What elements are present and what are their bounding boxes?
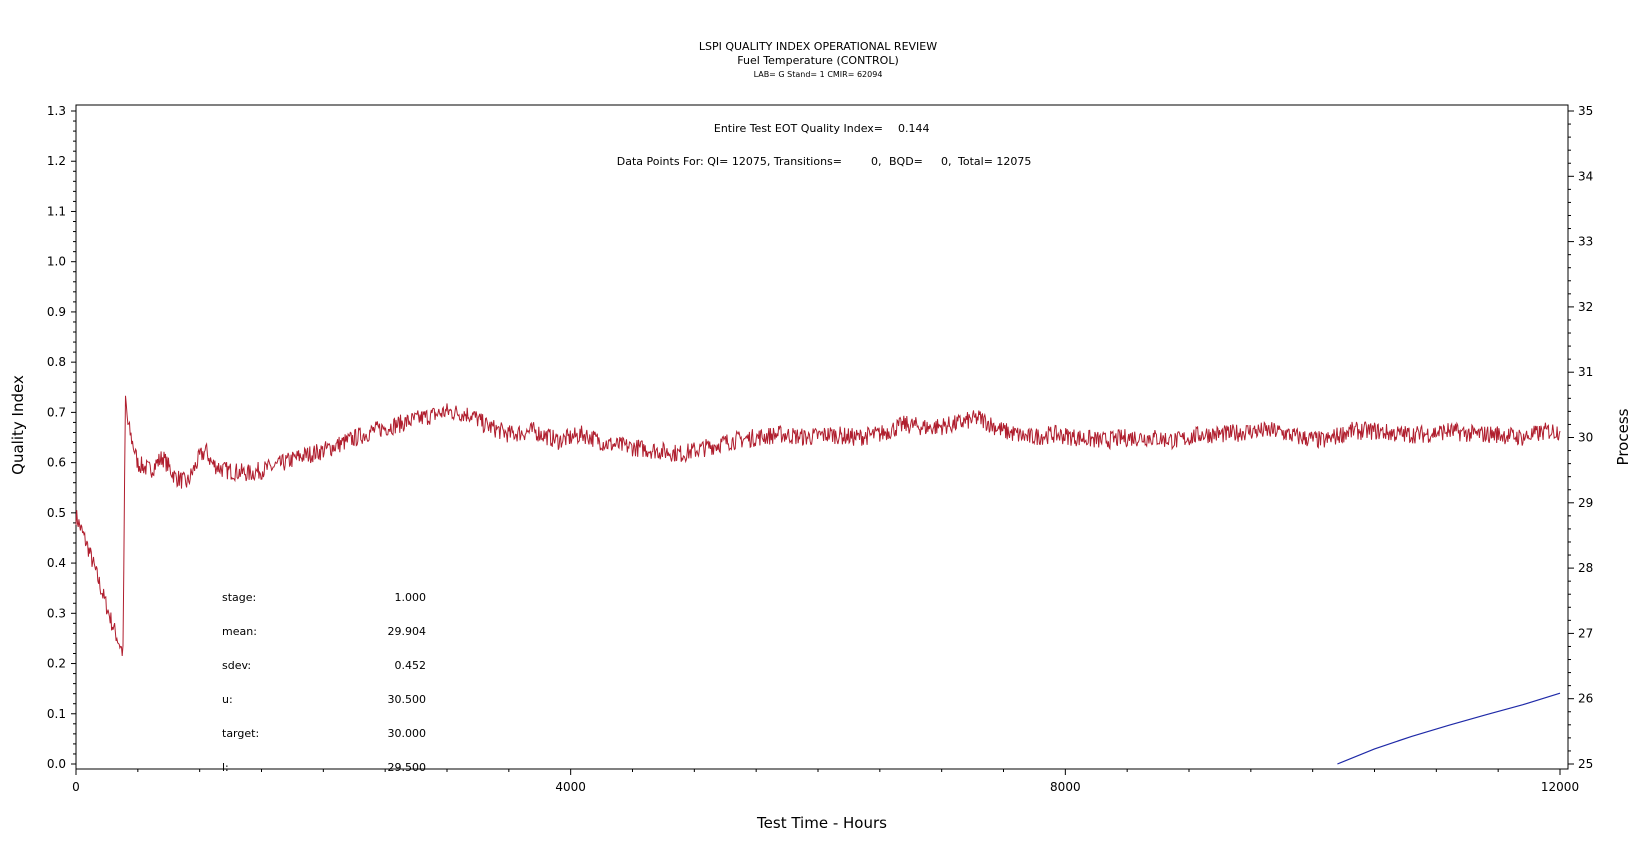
- y2-tick-label: 30: [1578, 431, 1593, 445]
- total-value: Total= 12075: [957, 155, 1031, 168]
- y2-tick-label: 25: [1578, 757, 1593, 771]
- chart-subtitle: Fuel Temperature (CONTROL): [737, 54, 899, 67]
- y-tick-label: 0.8: [47, 355, 66, 369]
- stat-label: l:: [222, 761, 229, 774]
- y2-tick-label: 27: [1578, 626, 1593, 640]
- y-tick-label: 0.7: [47, 405, 66, 419]
- stat-value: 0.452: [395, 659, 427, 672]
- y-tick-label: 1.1: [47, 204, 66, 218]
- stat-value: 29.904: [388, 625, 427, 638]
- x-tick-label: 12000: [1541, 780, 1579, 794]
- y-tick-label: 0.4: [47, 556, 66, 570]
- y-tick-label: 0.3: [47, 606, 66, 620]
- stat-label: mean:: [222, 625, 257, 638]
- stat-label: u:: [222, 693, 233, 706]
- y2-tick-label: 31: [1578, 365, 1593, 379]
- eot-label: Entire Test EOT Quality Index=: [714, 122, 883, 135]
- x-tick-label: 0: [72, 780, 80, 794]
- stat-label: sdev:: [222, 659, 251, 672]
- quality-index-series-line: [1337, 692, 1561, 765]
- bqd-value: 0,: [941, 155, 952, 168]
- y-tick-label: 0.9: [47, 305, 66, 319]
- eot-value: 0.144: [898, 122, 930, 135]
- stat-label: target:: [222, 727, 259, 740]
- chart-title: LSPI QUALITY INDEX OPERATIONAL REVIEW: [699, 40, 937, 53]
- x-tick-label: 8000: [1050, 780, 1081, 794]
- y-tick-label: 1.0: [47, 255, 66, 269]
- series-layer: [75, 395, 1561, 765]
- stat-value: 30.500: [388, 693, 427, 706]
- y2-tick-label: 34: [1578, 169, 1593, 183]
- y2-tick-label: 32: [1578, 300, 1593, 314]
- stats-table: stage: 1.000 mean: 29.904 sdev: 0.452 u: 30.500…: [222, 591, 426, 774]
- process-series-line: [75, 395, 1561, 656]
- points-label: Data Points For: QI= 12075, Transitions=: [617, 155, 842, 168]
- x-tick-label: 4000: [555, 780, 586, 794]
- y-tick-label: 0.2: [47, 657, 66, 671]
- y2-tick-label: 29: [1578, 496, 1593, 510]
- x-axis-label: Test Time - Hours: [756, 814, 887, 832]
- stat-value: 30.000: [388, 727, 427, 740]
- y-axis-right: 25 26 27 28 29 30 31 32 33 34 35: [1568, 104, 1593, 771]
- y-tick-label: 0.6: [47, 456, 66, 470]
- y-tick-label: 0.1: [47, 707, 66, 721]
- y-tick-label: 1.3: [47, 104, 66, 118]
- y-axis-left: 0.0 0.1 0.2 0.3 0.4 0.5 0.6 0.7 0.8 0.9 1.0 1.1 1.2 1…: [47, 104, 76, 771]
- y2-tick-label: 26: [1578, 692, 1593, 706]
- x-axis: 0 4000 8000 12000: [72, 769, 1579, 794]
- stat-label: stage:: [222, 591, 256, 604]
- stat-value: 1.000: [395, 591, 427, 604]
- bqd-label: BQD=: [889, 155, 923, 168]
- y-tick-label: 0.5: [47, 506, 66, 520]
- y-tick-label: 0.0: [47, 757, 66, 771]
- y2-tick-label: 28: [1578, 561, 1593, 575]
- y2-tick-label: 33: [1578, 235, 1593, 249]
- stat-value: 29.500: [388, 761, 427, 774]
- y-axis-label: Quality Index: [9, 375, 27, 475]
- y-tick-label: 1.2: [47, 154, 66, 168]
- transitions-value: 0,: [871, 155, 882, 168]
- y2-axis-label: Process: [1614, 408, 1632, 465]
- chart-subsubtitle: LAB= G Stand= 1 CMIR= 62094: [754, 70, 883, 79]
- y2-tick-label: 35: [1578, 104, 1593, 118]
